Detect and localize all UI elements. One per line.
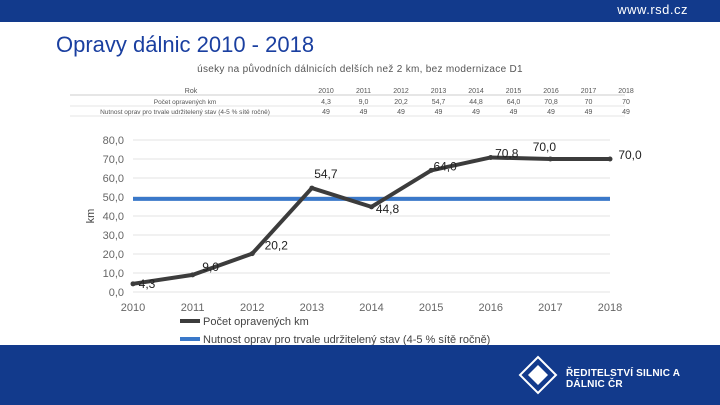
- data-point: [190, 272, 196, 278]
- x-tick-label: 2010: [121, 302, 145, 314]
- data-label: 64,0: [433, 159, 457, 173]
- table-cell: 9,0: [359, 99, 369, 106]
- legend-label-target: Nutnost oprav pro trvale udržitelený sta…: [203, 334, 490, 345]
- table-year-header: 2013: [431, 88, 447, 95]
- table-year-header: 2014: [468, 88, 484, 95]
- table-cell: 49: [585, 109, 593, 116]
- table-year-header: 2015: [506, 88, 522, 95]
- y-tick-label: 80,0: [103, 135, 124, 147]
- y-tick-label: 70,0: [103, 154, 124, 166]
- x-tick-label: 2017: [538, 302, 562, 314]
- table-cell: 49: [322, 109, 330, 116]
- line-chart: Rok 2010 2011 2012 2013 2014 2015 2016 2017 2018 P…: [70, 88, 642, 345]
- table-cell: 49: [510, 109, 518, 116]
- top-bar: www.rsd.cz: [0, 0, 720, 22]
- data-label: 4,3: [139, 277, 156, 291]
- x-tick-label: 2011: [181, 302, 205, 314]
- data-label: 70,0: [533, 140, 557, 154]
- x-tick-label: 2018: [598, 302, 622, 314]
- table-cell: 49: [435, 109, 443, 116]
- table-year-header: 2017: [581, 88, 597, 95]
- table-year-header: 2010: [318, 88, 334, 95]
- table-cell: 4,3: [321, 99, 331, 106]
- y-axis-label: km: [85, 209, 97, 224]
- table-cell: 49: [622, 109, 630, 116]
- data-point: [309, 185, 315, 191]
- table-cell: 49: [472, 109, 480, 116]
- y-tick-label: 50,0: [103, 192, 124, 204]
- bottom-bar: [0, 345, 720, 405]
- table-year-header: 2011: [356, 88, 371, 95]
- page-title: Opravy dálnic 2010 - 2018: [56, 32, 315, 57]
- data-point: [130, 281, 136, 287]
- x-tick-label: 2013: [300, 302, 324, 314]
- x-tick-label: 2014: [359, 302, 383, 314]
- table-cell: 20,2: [394, 99, 408, 106]
- table-cell: 49: [360, 109, 368, 116]
- table-row-header: Rok: [185, 88, 198, 95]
- table-cell: 70,8: [544, 99, 558, 106]
- page-subtitle: úseky na původních dálnicích delších než…: [197, 64, 523, 75]
- data-point: [369, 204, 374, 210]
- data-point: [249, 251, 255, 257]
- table-cell: 70: [622, 99, 630, 106]
- table-cell: 54,7: [432, 99, 446, 106]
- table-row-label: Počet opravených km: [154, 99, 217, 106]
- table-row-label: Nutnost oprav pro trvale udržitelený sta…: [100, 109, 270, 116]
- legend-label-repaired: Počet opravených km: [203, 316, 309, 328]
- data-label: 54,7: [314, 167, 338, 181]
- x-tick-label: 2012: [240, 302, 264, 314]
- x-tick-label: 2015: [419, 302, 443, 314]
- table-year-header: 2012: [393, 88, 409, 95]
- table-cell: 49: [397, 109, 405, 116]
- data-label: 70,8: [495, 146, 519, 160]
- y-tick-label: 40,0: [103, 211, 124, 223]
- data-label: 44,8: [376, 202, 400, 216]
- table-cell: 49: [547, 109, 555, 116]
- data-point: [607, 156, 613, 162]
- data-label: 9,0: [202, 260, 219, 274]
- data-label: 70,0: [618, 148, 642, 162]
- rsd-logo-icon: [518, 355, 558, 395]
- data-point: [428, 167, 434, 173]
- y-tick-label: 20,0: [103, 249, 124, 261]
- table-cell: 70: [585, 99, 593, 106]
- site-url: www.rsd.cz: [617, 2, 688, 17]
- table-year-header: 2016: [543, 88, 559, 95]
- y-tick-label: 30,0: [103, 230, 124, 242]
- x-tick-label: 2016: [479, 302, 503, 314]
- y-tick-label: 60,0: [103, 173, 124, 185]
- table-cell: 44,8: [469, 99, 483, 106]
- data-label: 20,2: [265, 239, 289, 253]
- data-point: [547, 156, 553, 162]
- y-tick-label: 10,0: [103, 268, 124, 280]
- y-tick-label: 0,0: [109, 287, 124, 299]
- table-year-header: 2018: [618, 88, 634, 95]
- data-point: [488, 154, 494, 160]
- table-cell: 64,0: [507, 99, 521, 106]
- rsd-logo-text: ŘEDITELSTVÍ SILNIC A DÁLNIC ČR: [566, 368, 680, 390]
